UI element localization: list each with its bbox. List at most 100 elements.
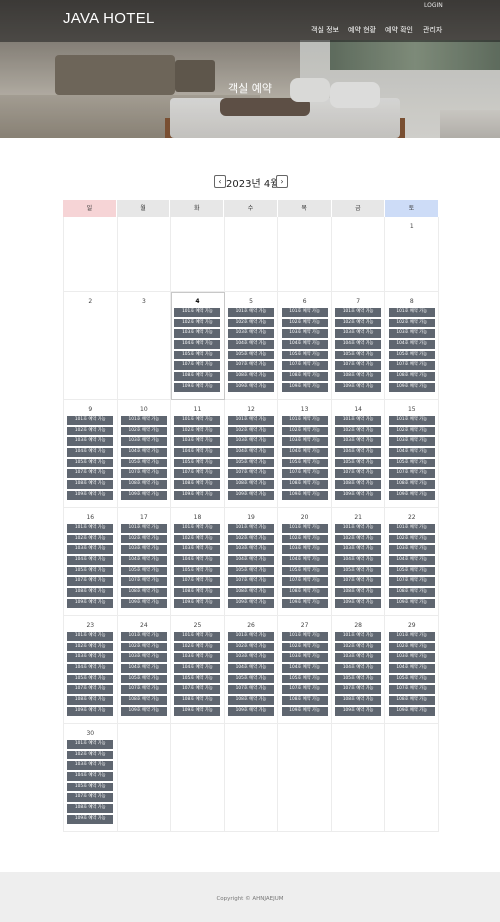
room-reserve-button[interactable]: 107호 예약 가능 [174, 469, 221, 479]
room-reserve-button[interactable]: 107호 예약 가능 [228, 469, 275, 479]
room-reserve-button[interactable]: 101호 예약 가능 [388, 632, 435, 641]
room-reserve-button[interactable]: 101호 예약 가능 [335, 524, 382, 533]
room-reserve-button[interactable]: 105호 예약 가능 [67, 458, 114, 468]
room-reserve-button[interactable]: 108호 예약 가능 [388, 696, 435, 705]
room-reserve-button[interactable]: 107호 예약 가능 [120, 577, 167, 587]
room-reserve-button[interactable]: 107호 예약 가능 [228, 577, 275, 587]
room-reserve-button[interactable]: 102호 예약 가능 [335, 318, 382, 328]
room-reserve-button[interactable]: 102호 예약 가능 [281, 642, 328, 652]
room-reserve-button[interactable]: 103호 예약 가능 [388, 545, 435, 555]
room-reserve-button[interactable]: 109호 예약 가능 [388, 706, 435, 716]
room-reserve-button[interactable]: 105호 예약 가능 [67, 674, 114, 684]
room-reserve-button[interactable]: 108호 예약 가능 [120, 480, 167, 489]
room-reserve-button[interactable]: 102호 예약 가능 [281, 426, 328, 436]
room-reserve-button[interactable]: 105호 예약 가능 [174, 350, 221, 360]
room-reserve-button[interactable]: 104호 예약 가능 [174, 664, 221, 673]
room-reserve-button[interactable]: 103호 예약 가능 [281, 329, 328, 339]
room-reserve-button[interactable]: 102호 예약 가능 [67, 750, 114, 760]
room-reserve-button[interactable]: 107호 예약 가능 [388, 685, 435, 695]
room-reserve-button[interactable]: 107호 예약 가능 [120, 469, 167, 479]
room-reserve-button[interactable]: 102호 예약 가능 [335, 534, 382, 544]
room-reserve-button[interactable]: 107호 예약 가능 [67, 469, 114, 479]
room-reserve-button[interactable]: 104호 예약 가능 [228, 340, 275, 349]
room-reserve-button[interactable]: 104호 예약 가능 [120, 664, 167, 673]
room-reserve-button[interactable]: 105호 예약 가능 [388, 350, 435, 360]
room-reserve-button[interactable]: 103호 예약 가능 [67, 545, 114, 555]
room-reserve-button[interactable]: 103호 예약 가능 [281, 653, 328, 663]
room-reserve-button[interactable]: 105호 예약 가능 [335, 350, 382, 360]
room-reserve-button[interactable]: 108호 예약 가능 [388, 372, 435, 381]
room-reserve-button[interactable]: 107호 예약 가능 [281, 361, 328, 371]
room-reserve-button[interactable]: 105호 예약 가능 [228, 566, 275, 576]
room-reserve-button[interactable]: 104호 예약 가능 [281, 448, 328, 457]
room-reserve-button[interactable]: 107호 예약 가능 [281, 577, 328, 587]
room-reserve-button[interactable]: 101호 예약 가능 [335, 632, 382, 641]
room-reserve-button[interactable]: 107호 예약 가능 [335, 361, 382, 371]
prev-month-button[interactable]: ‹ [214, 175, 226, 188]
room-reserve-button[interactable]: 104호 예약 가능 [67, 664, 114, 673]
room-reserve-button[interactable]: 109호 예약 가능 [174, 382, 221, 392]
room-reserve-button[interactable]: 104호 예약 가능 [335, 556, 382, 565]
room-reserve-button[interactable]: 109호 예약 가능 [120, 706, 167, 716]
room-reserve-button[interactable]: 101호 예약 가능 [335, 308, 382, 317]
room-reserve-button[interactable]: 108호 예약 가능 [174, 372, 221, 381]
room-reserve-button[interactable]: 102호 예약 가능 [228, 426, 275, 436]
room-reserve-button[interactable]: 104호 예약 가능 [281, 664, 328, 673]
room-reserve-button[interactable]: 101호 예약 가능 [174, 308, 221, 317]
room-reserve-button[interactable]: 102호 예약 가능 [120, 642, 167, 652]
room-reserve-button[interactable]: 101호 예약 가능 [120, 632, 167, 641]
room-reserve-button[interactable]: 107호 예약 가능 [335, 469, 382, 479]
room-reserve-button[interactable]: 103호 예약 가능 [120, 653, 167, 663]
room-reserve-button[interactable]: 105호 예약 가능 [281, 674, 328, 684]
room-reserve-button[interactable]: 108호 예약 가능 [228, 480, 275, 489]
room-reserve-button[interactable]: 103호 예약 가능 [388, 653, 435, 663]
room-reserve-button[interactable]: 104호 예약 가능 [281, 340, 328, 349]
room-reserve-button[interactable]: 107호 예약 가능 [228, 685, 275, 695]
room-reserve-button[interactable]: 105호 예약 가능 [67, 782, 114, 792]
room-reserve-button[interactable]: 108호 예약 가능 [120, 696, 167, 705]
room-reserve-button[interactable]: 103호 예약 가능 [120, 545, 167, 555]
room-reserve-button[interactable]: 104호 예약 가능 [174, 448, 221, 457]
room-reserve-button[interactable]: 104호 예약 가능 [388, 448, 435, 457]
next-month-button[interactable]: › [276, 175, 288, 188]
site-logo[interactable]: JAVA HOTEL [63, 10, 155, 27]
room-reserve-button[interactable]: 108호 예약 가능 [228, 588, 275, 597]
room-reserve-button[interactable]: 108호 예약 가능 [174, 696, 221, 705]
room-reserve-button[interactable]: 102호 예약 가능 [67, 534, 114, 544]
nav-reservation-check[interactable]: 예약 확인 [385, 26, 413, 34]
room-reserve-button[interactable]: 101호 예약 가능 [281, 308, 328, 317]
room-reserve-button[interactable]: 108호 예약 가능 [335, 372, 382, 381]
room-reserve-button[interactable]: 109호 예약 가능 [120, 490, 167, 500]
room-reserve-button[interactable]: 101호 예약 가능 [228, 632, 275, 641]
room-reserve-button[interactable]: 108호 예약 가능 [281, 480, 328, 489]
room-reserve-button[interactable]: 101호 예약 가능 [281, 632, 328, 641]
room-reserve-button[interactable]: 105호 예약 가능 [67, 566, 114, 576]
room-reserve-button[interactable]: 109호 예약 가능 [335, 490, 382, 500]
room-reserve-button[interactable]: 105호 예약 가능 [120, 458, 167, 468]
room-reserve-button[interactable]: 103호 예약 가능 [174, 329, 221, 339]
room-reserve-button[interactable]: 102호 예약 가능 [120, 426, 167, 436]
room-reserve-button[interactable]: 108호 예약 가능 [228, 696, 275, 705]
room-reserve-button[interactable]: 107호 예약 가능 [281, 469, 328, 479]
room-reserve-button[interactable]: 104호 예약 가능 [174, 556, 221, 565]
room-reserve-button[interactable]: 103호 예약 가능 [67, 653, 114, 663]
room-reserve-button[interactable]: 104호 예약 가능 [335, 340, 382, 349]
room-reserve-button[interactable]: 109호 예약 가능 [228, 706, 275, 716]
room-reserve-button[interactable]: 104호 예약 가능 [281, 556, 328, 565]
room-reserve-button[interactable]: 109호 예약 가능 [281, 382, 328, 392]
room-reserve-button[interactable]: 107호 예약 가능 [388, 469, 435, 479]
room-reserve-button[interactable]: 107호 예약 가능 [174, 577, 221, 587]
room-reserve-button[interactable]: 105호 예약 가능 [174, 458, 221, 468]
room-reserve-button[interactable]: 105호 예약 가능 [335, 458, 382, 468]
room-reserve-button[interactable]: 103호 예약 가능 [335, 329, 382, 339]
room-reserve-button[interactable]: 102호 예약 가능 [228, 534, 275, 544]
room-reserve-button[interactable]: 109호 예약 가능 [335, 598, 382, 608]
room-reserve-button[interactable]: 104호 예약 가능 [228, 664, 275, 673]
room-reserve-button[interactable]: 105호 예약 가능 [388, 458, 435, 468]
room-reserve-button[interactable]: 105호 예약 가능 [174, 566, 221, 576]
room-reserve-button[interactable]: 105호 예약 가능 [228, 674, 275, 684]
room-reserve-button[interactable]: 104호 예약 가능 [388, 556, 435, 565]
room-reserve-button[interactable]: 103호 예약 가능 [335, 545, 382, 555]
room-reserve-button[interactable]: 103호 예약 가능 [174, 653, 221, 663]
room-reserve-button[interactable]: 103호 예약 가능 [281, 545, 328, 555]
